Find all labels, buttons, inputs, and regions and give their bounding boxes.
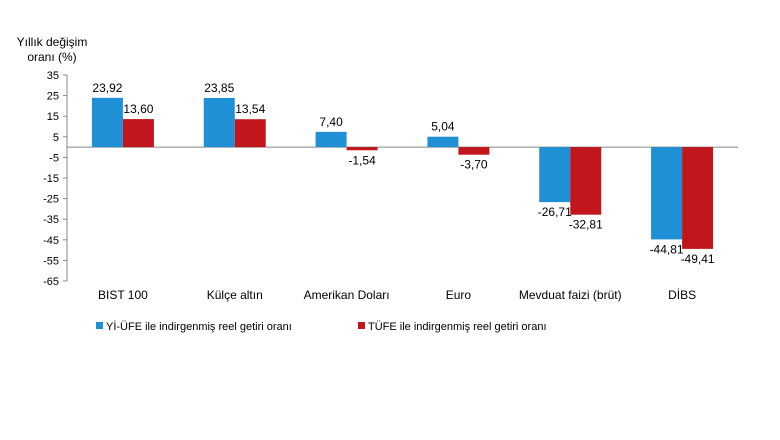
y-tick-label: -55 (43, 255, 59, 267)
legend: Yİ-ÜFE ile indirgenmiş reel getiri oranı… (96, 320, 547, 333)
data-label: 23,92 (92, 81, 122, 95)
y-tick-label: -5 (49, 152, 59, 164)
data-label: 23,85 (204, 81, 234, 95)
x-category-label: BIST 100 (98, 288, 148, 302)
y-tick-label: -25 (43, 194, 59, 206)
data-label: 13,60 (123, 102, 153, 116)
data-label: -26,71 (538, 205, 572, 219)
bar-tufe (346, 147, 378, 151)
y-tick-label: 15 (47, 111, 59, 123)
data-label: -32,81 (569, 218, 603, 232)
legend-swatch (358, 322, 365, 329)
y-tick-labels: 35 25 15 5 -5 -15 -25 -35 -45 -55 -65 (43, 70, 67, 288)
bar-tufe (122, 119, 154, 148)
bar-tufe (458, 147, 490, 155)
y-axis-title-line: oranı (%) (27, 50, 76, 64)
bar-tufe (682, 147, 714, 249)
y-tick-label: -35 (43, 214, 59, 226)
y-axis-title-line: Yıllık değişim (17, 35, 88, 49)
bar-yiufe (651, 147, 683, 240)
data-label: -44,81 (650, 242, 684, 256)
data-label: 7,40 (319, 115, 343, 129)
legend-swatch (96, 322, 103, 329)
x-category-label: Amerikan Doları (304, 288, 390, 302)
y-tick-label: -45 (43, 235, 59, 247)
y-tick-label: 35 (47, 70, 59, 82)
data-label: 5,04 (431, 120, 455, 134)
x-category-label: Külçe altın (207, 288, 263, 302)
bar-tufe (234, 119, 266, 148)
y-tick-label: 25 (47, 91, 59, 103)
axes (66, 75, 738, 281)
data-label: 13,54 (235, 102, 265, 116)
y-tick-label: -65 (43, 276, 59, 288)
data-label: -1,54 (348, 153, 376, 167)
legend-label: TÜFE ile indirgenmiş reel getiri oranı (368, 321, 547, 333)
bar-yiufe (539, 147, 571, 203)
y-tick-label: -15 (43, 173, 59, 185)
bar-yiufe (427, 136, 459, 148)
bar-yiufe (203, 97, 235, 148)
data-label: -3,70 (460, 158, 488, 172)
x-category-labels: BIST 100 Külçe altın Amerikan Doları Euro Me… (98, 288, 696, 302)
bars (91, 97, 714, 249)
y-tick-label: 5 (53, 132, 59, 144)
x-category-label: Euro (446, 288, 472, 302)
bar-tufe (570, 147, 602, 215)
data-label: -49,41 (681, 252, 715, 266)
bar-yiufe (315, 131, 347, 148)
x-category-label: DİBS (668, 288, 696, 302)
bar-yiufe (91, 97, 123, 148)
data-labels: 23,92 23,85 7,40 5,04 -26,71 -44,81 13,60 13,54… (92, 81, 715, 266)
x-category-label: Mevduat faizi (brüt) (519, 288, 622, 302)
legend-label: Yİ-ÜFE ile indirgenmiş reel getiri oranı (106, 320, 292, 333)
